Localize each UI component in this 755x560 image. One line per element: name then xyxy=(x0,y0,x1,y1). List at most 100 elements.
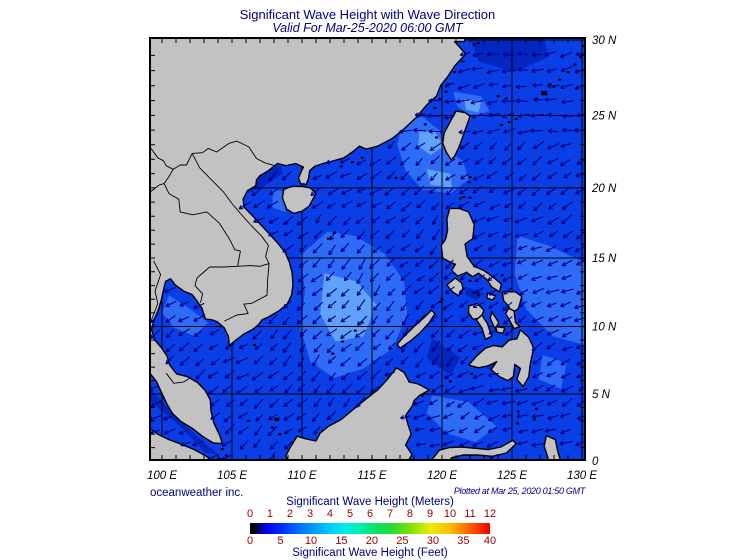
meters-tick-value: 4 xyxy=(326,508,334,520)
country-border xyxy=(191,153,270,264)
country-border xyxy=(165,372,192,384)
islet xyxy=(472,43,476,46)
islet xyxy=(447,83,451,86)
land-leyte xyxy=(505,307,521,330)
islet xyxy=(231,463,234,465)
islet xyxy=(552,86,556,89)
wave-height-patch xyxy=(397,116,469,194)
feet-tick-value: 0 xyxy=(246,535,254,547)
islet xyxy=(331,352,335,355)
feet-tick-value: 35 xyxy=(457,535,470,547)
land-halmahera xyxy=(543,434,562,460)
islet xyxy=(514,118,518,121)
country-border xyxy=(194,265,238,303)
islet xyxy=(535,407,538,410)
land-sumatra xyxy=(150,427,213,460)
islet xyxy=(327,237,331,240)
islet xyxy=(579,55,583,58)
islet xyxy=(532,418,536,421)
land-borneo xyxy=(285,367,431,460)
credit-plotted-timestamp: Plotted at Mar 25, 2020 01:50 GMT xyxy=(453,486,585,496)
islet xyxy=(462,196,466,199)
wave-height-patch xyxy=(162,295,209,337)
y-tick-label: 25 N xyxy=(591,110,617,122)
islet xyxy=(468,279,472,282)
islet xyxy=(420,394,424,397)
land-asia-mainland xyxy=(150,38,467,445)
land-hainan xyxy=(281,185,317,215)
feet-tick-value: 10 xyxy=(304,535,318,547)
meters-tick-value: 7 xyxy=(386,508,394,520)
credit-oceanweather: oceanweather inc. xyxy=(150,487,244,499)
country-border xyxy=(224,263,270,322)
land-sulawesi xyxy=(431,439,517,460)
islet xyxy=(458,197,462,200)
islet xyxy=(516,410,520,413)
islet xyxy=(440,385,444,387)
islet xyxy=(472,291,476,294)
islet xyxy=(339,165,343,168)
chart-title: Significant Wave Height with Wave Direct… xyxy=(239,7,496,22)
y-tick-label: 0 xyxy=(592,456,599,468)
legend-title-feet: Significant Wave Height (Feet) xyxy=(292,547,448,559)
y-tick-label: 10 N xyxy=(592,322,617,334)
meters-tick-value: 1 xyxy=(266,508,274,520)
islet xyxy=(461,60,465,63)
islet xyxy=(439,98,443,101)
x-tick-label: 100 E xyxy=(147,470,177,482)
feet-tick-value: 40 xyxy=(483,535,497,547)
land-negros xyxy=(475,314,493,341)
islet xyxy=(476,42,480,45)
islet xyxy=(558,78,562,81)
chart-subtitle: Valid For Mar-25-2020 06:00 GMT xyxy=(272,21,463,35)
y-tick-label: 30 N xyxy=(592,35,617,47)
wave-direction-arrows xyxy=(150,51,585,460)
islet xyxy=(220,448,224,450)
islet xyxy=(394,176,398,179)
x-tick-label: 130 E xyxy=(567,470,597,482)
y-tick-label: 20 N xyxy=(591,183,617,195)
country-borders xyxy=(150,140,275,384)
wave-height-patch xyxy=(538,355,567,389)
islet xyxy=(278,433,282,436)
land-cebu xyxy=(489,310,500,330)
country-border xyxy=(150,146,193,170)
islet xyxy=(468,176,472,179)
country-border xyxy=(151,260,162,319)
land-taiwan xyxy=(442,110,471,161)
degree-ticks xyxy=(150,38,585,460)
y-tick-label: 5 N xyxy=(592,389,611,401)
islet xyxy=(581,45,585,48)
feet-tick-value: 5 xyxy=(277,535,284,547)
islet xyxy=(252,343,256,346)
land-luzon xyxy=(440,207,503,293)
islet xyxy=(353,329,357,332)
meters-tick-value: 8 xyxy=(406,508,414,520)
meters-tick-value: 2 xyxy=(286,508,294,520)
meters-tick-value: 10 xyxy=(443,508,457,520)
islet xyxy=(516,422,520,425)
x-tick-label: 125 E xyxy=(497,470,527,482)
islet xyxy=(448,380,452,383)
legend-scale-feet: 0 5 10 15 20 25 30 35 40 xyxy=(246,535,496,547)
meters-tick-value: 9 xyxy=(426,508,434,520)
islet xyxy=(541,91,548,96)
islet xyxy=(247,419,251,422)
axis-labels: 100 E 105 E 110 E 115 E 120 E 125 E 130 E 30 N 2… xyxy=(147,35,617,482)
landmasses xyxy=(150,38,562,460)
islet xyxy=(504,97,508,100)
islet xyxy=(566,71,570,74)
islet xyxy=(274,417,280,422)
x-tick-label: 105 E xyxy=(217,470,247,482)
land-mindanao xyxy=(467,329,535,388)
feet-tick-value: 15 xyxy=(335,535,348,547)
islet xyxy=(222,465,226,468)
islet xyxy=(500,274,504,277)
feet-tick-value: 30 xyxy=(426,535,439,547)
meters-tick-value: 6 xyxy=(366,508,374,520)
islet xyxy=(360,321,364,324)
country-border xyxy=(237,263,270,267)
islet xyxy=(507,121,511,124)
